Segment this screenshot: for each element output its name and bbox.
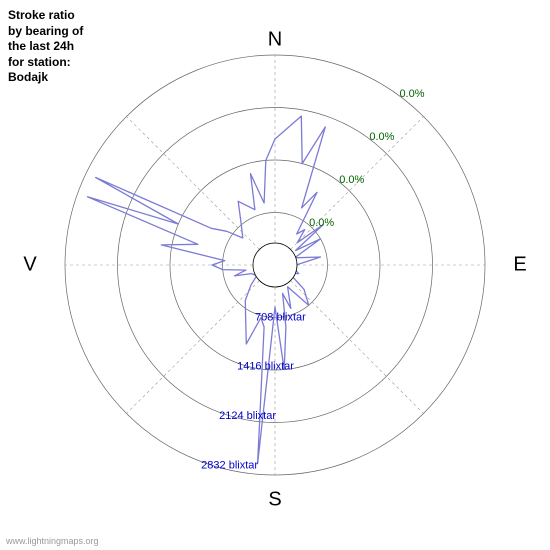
cardinal-E: E: [513, 253, 526, 275]
pct-label: 0.0%: [369, 131, 394, 143]
polar-chart: 0.0% 0.0% 0.0% 0.0% 708 blixtar 1416 blixtar 2…: [0, 0, 550, 550]
pct-label: 0.0%: [309, 217, 334, 229]
blix-label: 2124 blixtar: [219, 410, 276, 422]
cardinal-S: S: [268, 488, 281, 510]
chart-container: Stroke ratio by bearing of the last 24h …: [0, 0, 550, 550]
footer-credit: www.lightningmaps.org: [6, 536, 99, 546]
blix-label: 708 blixtar: [255, 311, 306, 323]
pct-label: 0.0%: [399, 88, 424, 100]
blix-label: 2832 blixtar: [201, 459, 258, 471]
pct-label: 0.0%: [339, 174, 364, 186]
blix-label: 1416 blixtar: [237, 361, 294, 373]
cardinal-V: V: [23, 253, 37, 275]
cardinal-N: N: [268, 28, 282, 50]
